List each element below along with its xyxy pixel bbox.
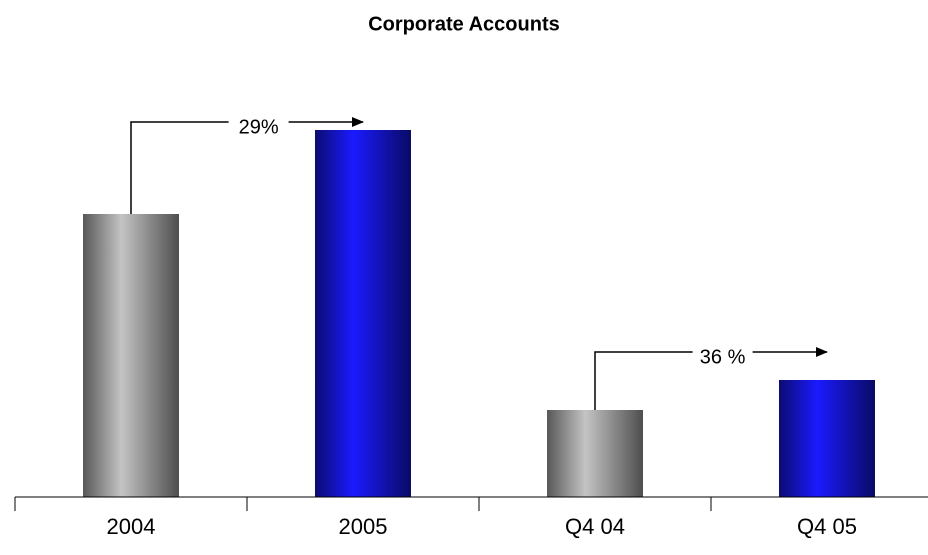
bar xyxy=(779,380,875,497)
chart-title: Corporate Accounts xyxy=(368,13,560,35)
x-tick-label: 2004 xyxy=(107,514,156,539)
x-tick-label: 2005 xyxy=(339,514,388,539)
x-tick-label: Q4 04 xyxy=(565,514,625,539)
bar xyxy=(83,214,179,497)
annotation-bg xyxy=(692,340,753,364)
bar xyxy=(315,130,411,497)
x-tick-label: Q4 05 xyxy=(797,514,857,539)
growth-annotation: 36 % xyxy=(700,346,746,368)
annotation-bg xyxy=(228,110,289,134)
growth-annotation: 29% xyxy=(239,116,279,138)
bar xyxy=(547,410,643,497)
